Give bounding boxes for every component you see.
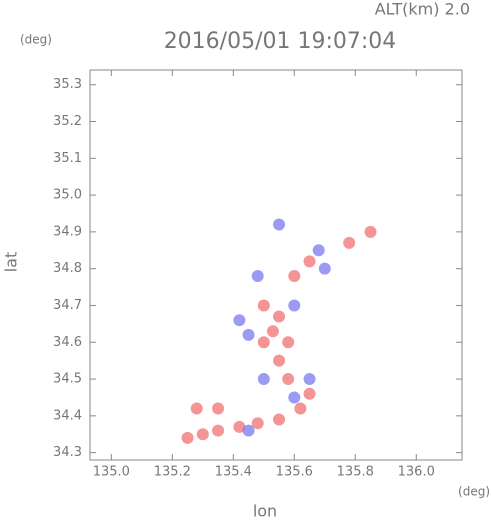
y-tick-label: 35.2 <box>53 114 82 129</box>
echo-point <box>312 244 325 257</box>
echo-point <box>294 402 307 415</box>
y-tick-label: 34.3 <box>53 445 82 460</box>
x-tick-label: 136.0 <box>398 465 435 480</box>
echo-point <box>282 373 295 386</box>
x-tick-label: 135.0 <box>93 465 130 480</box>
echo-point <box>251 270 264 283</box>
echo-point <box>212 424 225 437</box>
chart-subtitle: ALT(km) 2.0 <box>375 0 470 19</box>
echo-point <box>288 299 301 312</box>
x-axis-label: lon <box>253 502 277 521</box>
x-tick-label: 135.8 <box>337 465 374 480</box>
echo-point <box>303 255 316 268</box>
echo-point <box>318 262 331 275</box>
echo-point <box>266 325 279 338</box>
echo-point <box>257 336 270 349</box>
echo-point <box>273 354 286 367</box>
echo-point <box>343 236 356 249</box>
y-tick-label: 35.3 <box>53 77 82 92</box>
echo-point <box>233 420 246 433</box>
echo-point <box>288 391 301 404</box>
x-tick-label: 135.4 <box>215 465 252 480</box>
echo-point <box>257 373 270 386</box>
y-unit: (deg) <box>20 33 52 47</box>
echo-point <box>212 402 225 415</box>
echo-point <box>190 402 203 415</box>
x-tick-label: 135.6 <box>276 465 313 480</box>
echo-point <box>288 270 301 283</box>
y-tick-label: 34.4 <box>53 408 82 423</box>
y-tick-label: 34.7 <box>53 298 82 313</box>
y-tick-label: 34.8 <box>53 261 82 276</box>
y-tick-label: 34.5 <box>53 372 82 387</box>
echo-point <box>364 225 377 238</box>
echo-point <box>233 314 246 327</box>
plot-frame <box>89 69 463 461</box>
echo-point <box>273 413 286 426</box>
echo-point <box>303 387 316 400</box>
x-tick-label: 135.2 <box>154 465 191 480</box>
echo-point <box>303 373 316 386</box>
echo-point <box>242 424 255 437</box>
x-unit: (deg) <box>458 485 490 499</box>
y-tick-label: 34.6 <box>53 335 82 350</box>
echo-point <box>273 310 286 323</box>
echo-point <box>251 417 264 430</box>
echo-point <box>282 336 295 349</box>
y-tick-label: 35.1 <box>53 151 82 166</box>
echo-point <box>242 328 255 341</box>
echo-point <box>257 299 270 312</box>
y-tick-label: 35.0 <box>53 188 82 203</box>
chart-title: 2016/05/01 19:07:04 <box>164 29 397 54</box>
echo-point <box>181 431 194 444</box>
echo-point <box>196 428 209 441</box>
echo-point <box>273 218 286 231</box>
y-tick-label: 34.9 <box>53 224 82 239</box>
y-axis-label: lat <box>2 252 21 273</box>
